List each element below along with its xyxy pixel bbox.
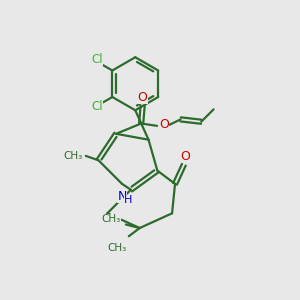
Text: O: O <box>160 118 170 131</box>
Text: H: H <box>124 195 133 205</box>
Text: O: O <box>180 150 190 163</box>
Text: Cl: Cl <box>91 53 103 66</box>
Text: N: N <box>117 190 127 203</box>
Text: CH₃: CH₃ <box>107 243 127 253</box>
Text: CH₃: CH₃ <box>101 214 121 224</box>
Text: O: O <box>138 91 148 104</box>
Text: CH₃: CH₃ <box>64 151 83 161</box>
Text: Cl: Cl <box>91 100 103 113</box>
